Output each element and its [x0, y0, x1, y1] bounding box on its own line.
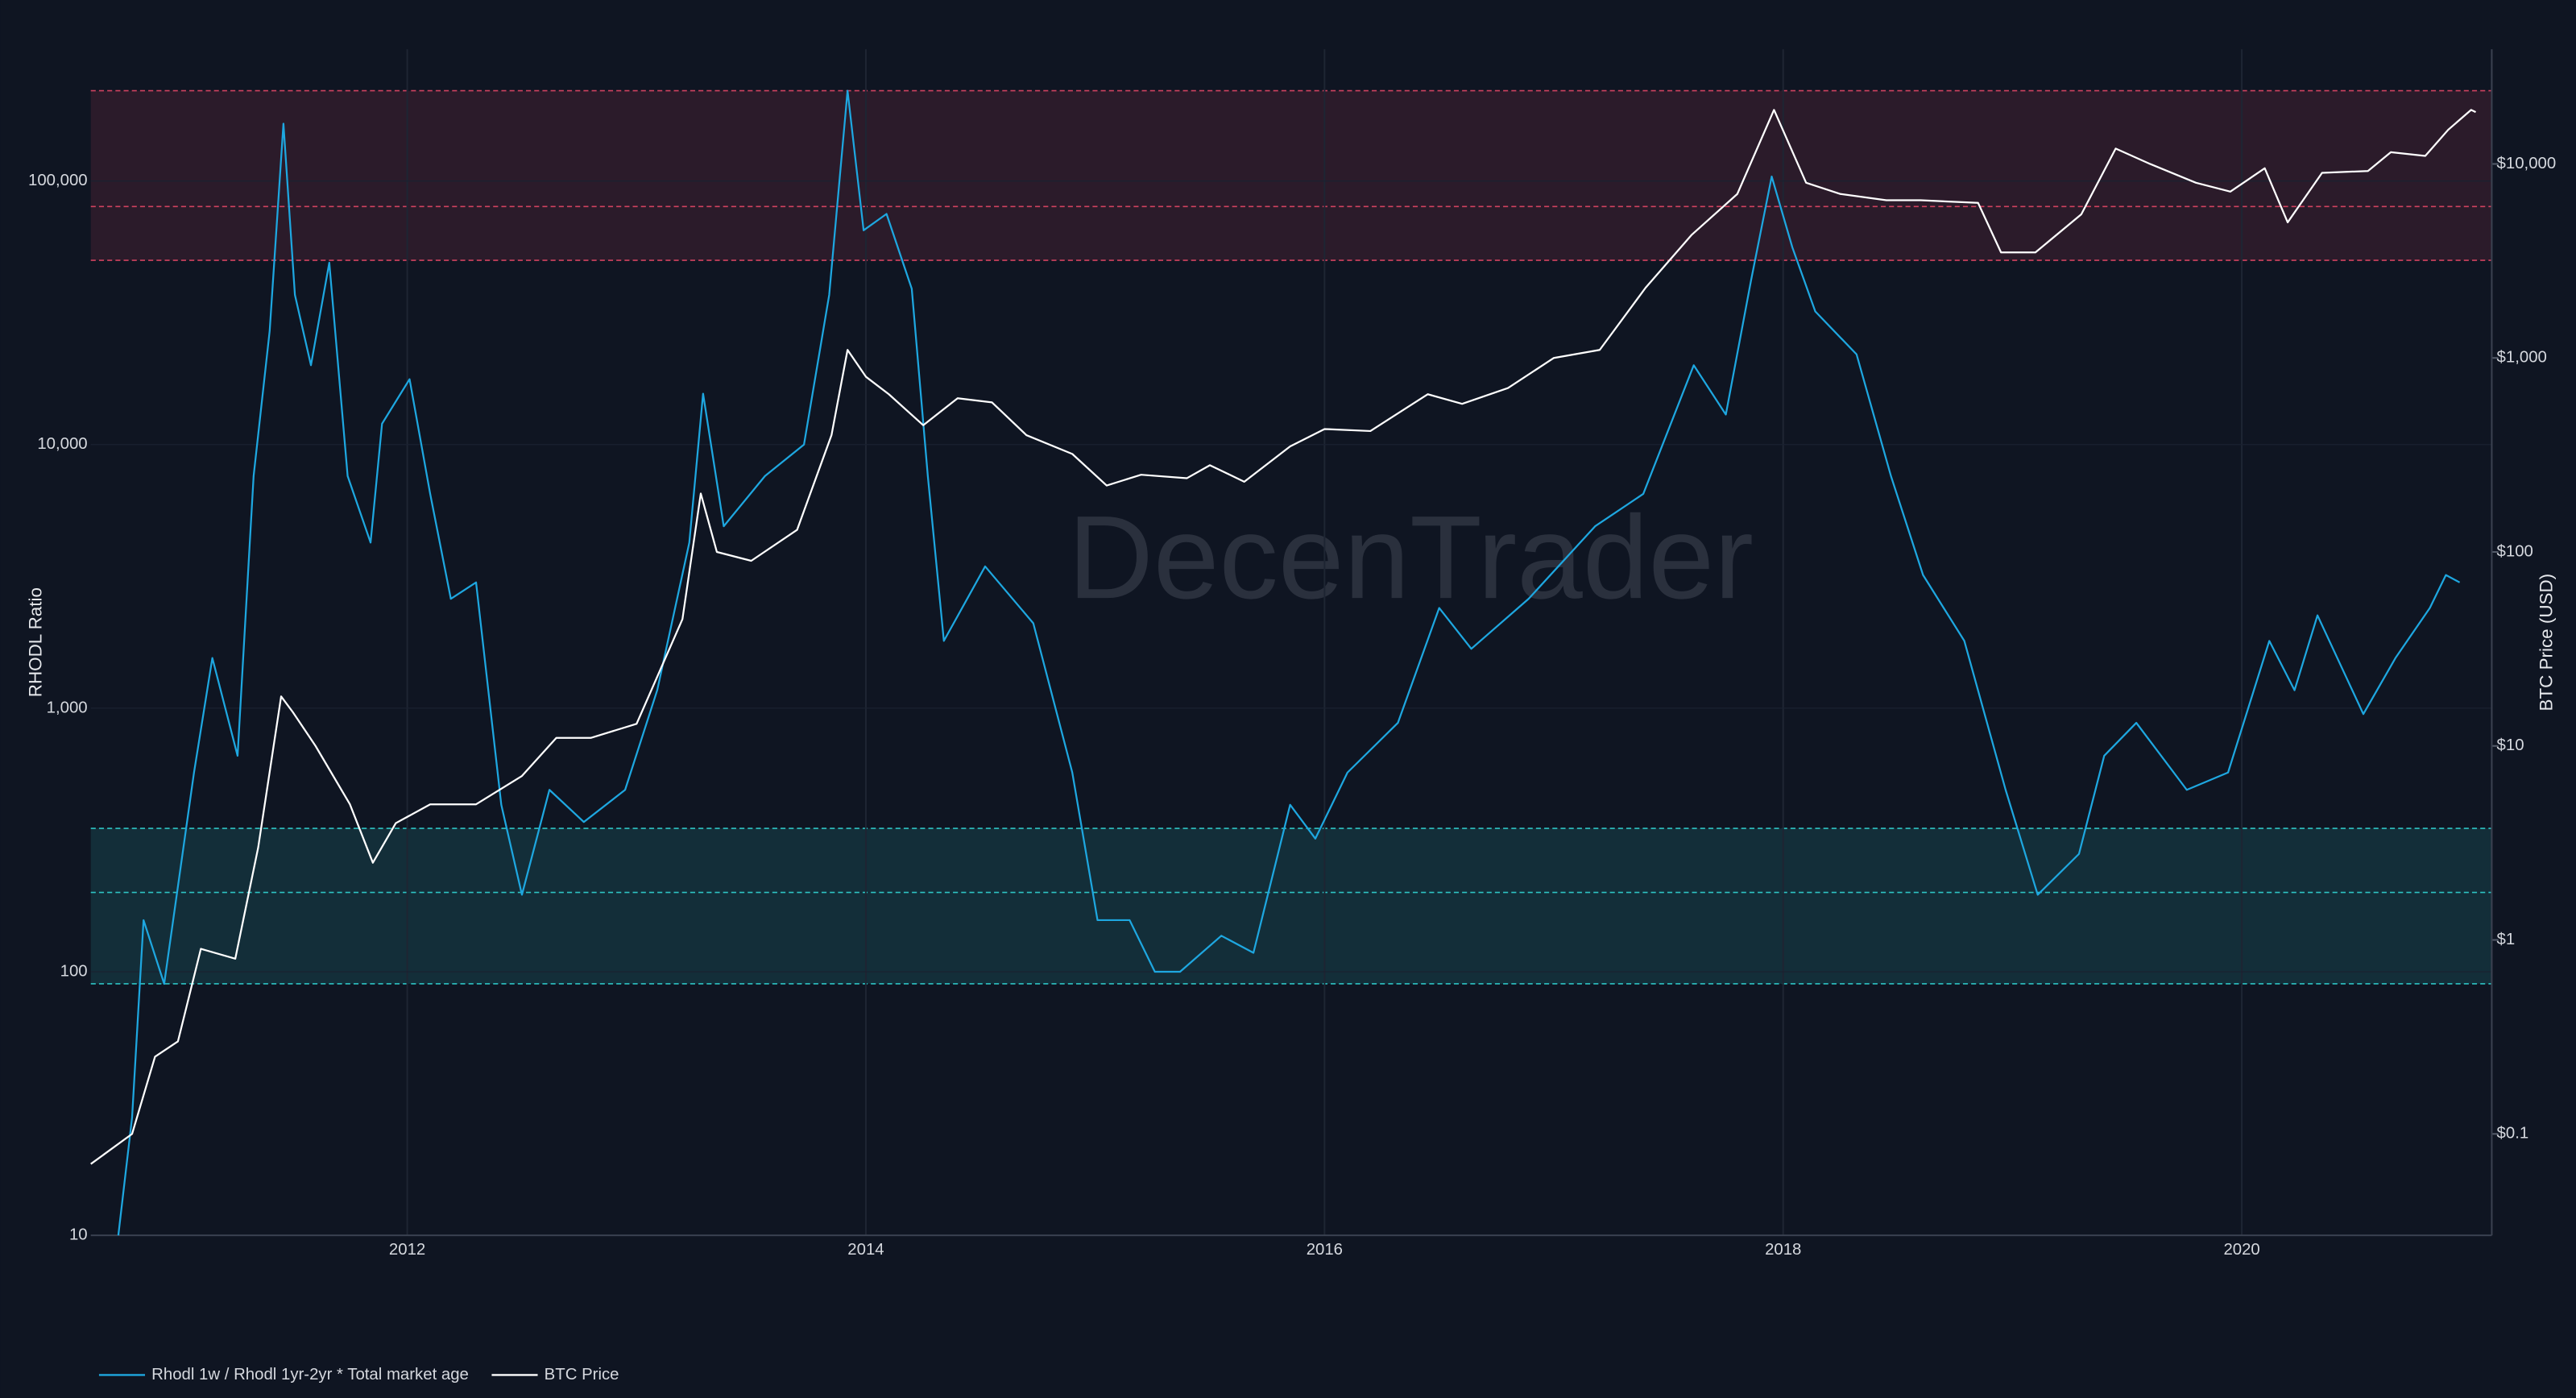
y2-tick-label: $1 [2497, 931, 2516, 948]
legend-item: BTC Price [491, 1366, 619, 1383]
watermark: DecenTrader [1068, 492, 1754, 624]
y-tick-label: 10,000 [37, 435, 87, 453]
legend-item: Rhodl 1w / Rhodl 1yr-2yr * Total market … [98, 1366, 469, 1383]
series-line [117, 89, 2461, 1236]
y-tick-label: 10 [69, 1226, 88, 1244]
y2-tick-label: $0.1 [2497, 1125, 2529, 1143]
x-tick-label: 2012 [389, 1241, 425, 1259]
y2-tick-label: $1,000 [2497, 349, 2547, 367]
legend-label: BTC Price [545, 1366, 619, 1383]
x-tick-label: 2018 [1765, 1241, 1801, 1259]
y2-tick-label: $10 [2497, 736, 2524, 754]
y-axis-title: RHODL Ratio [25, 587, 45, 697]
zone-band [90, 828, 2492, 984]
y2-tick-label: $100 [2497, 542, 2533, 560]
zone-band [90, 90, 2492, 261]
x-tick-label: 2016 [1307, 1241, 1343, 1259]
y-tick-label: 1,000 [47, 699, 88, 716]
y-tick-label: 100 [60, 962, 88, 980]
y-tick-label: 100,000 [28, 172, 88, 189]
y2-axis-title: BTC Price (USD) [2537, 574, 2557, 711]
legend-label: Rhodl 1w / Rhodl 1yr-2yr * Total market … [151, 1366, 469, 1383]
series-line [90, 109, 2476, 1165]
x-tick-label: 2014 [847, 1241, 884, 1259]
x-tick-label: 2020 [2223, 1241, 2259, 1259]
y2-tick-label: $10,000 [2497, 155, 2557, 172]
